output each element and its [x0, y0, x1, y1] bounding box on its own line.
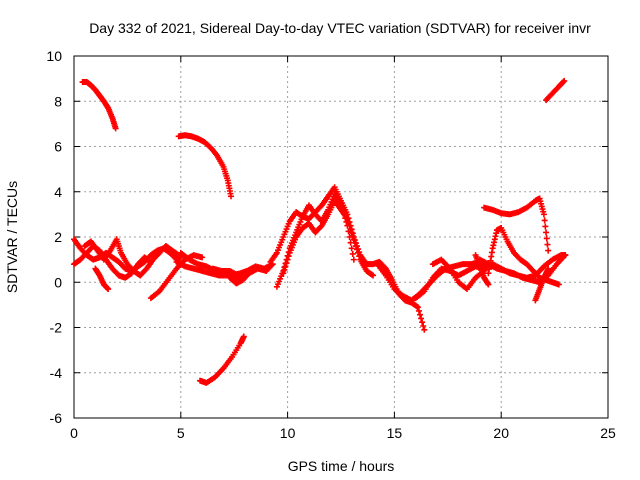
data-point	[541, 217, 548, 224]
data-point	[543, 235, 550, 242]
data-point	[355, 249, 362, 256]
data-point	[370, 272, 377, 279]
data-point	[284, 252, 291, 259]
x-tick-label: 20	[493, 425, 509, 441]
data-point	[347, 239, 354, 246]
x-tick-label: 10	[280, 425, 296, 441]
data-point	[340, 207, 347, 214]
x-tick-label: 5	[177, 425, 185, 441]
y-tick-label: 0	[54, 274, 62, 290]
x-tick-labels: 0 5 10 15 20 25	[70, 425, 616, 441]
data-point	[240, 333, 247, 340]
data-point	[344, 222, 351, 229]
y-tick-label: -6	[50, 410, 63, 426]
data-point	[342, 215, 349, 222]
data-point	[485, 281, 492, 288]
data-point	[199, 254, 206, 261]
data-point	[415, 307, 422, 314]
data-point	[227, 193, 234, 200]
data-point	[540, 211, 547, 218]
x-axis-label: GPS time / hours	[288, 458, 395, 474]
data-point	[105, 286, 112, 293]
series-arc-2	[175, 132, 234, 200]
data-point	[349, 232, 356, 239]
data-point	[555, 281, 562, 288]
data-point	[346, 234, 353, 240]
series-arc-23	[532, 265, 552, 304]
data-point	[418, 315, 425, 322]
series-arc-3	[197, 333, 247, 386]
y-tick-labels: -6 -4 -2 0 2 4 6 8 10	[46, 48, 62, 426]
y-tick-label: 8	[54, 93, 62, 109]
x-tick-label: 0	[70, 425, 78, 441]
data-point	[420, 322, 427, 329]
series-arc-16	[273, 191, 357, 290]
data-point	[317, 223, 324, 230]
series-arc-20	[481, 195, 552, 254]
series-arc-14	[267, 184, 428, 333]
data-point	[345, 228, 352, 235]
data-point	[543, 229, 550, 236]
data-point	[542, 223, 549, 230]
data-point	[350, 236, 357, 243]
data-point	[417, 311, 424, 318]
data-point	[354, 246, 361, 253]
grid-lines	[74, 56, 608, 418]
data-point	[285, 249, 292, 256]
data-point	[339, 203, 346, 210]
y-tick-label: 2	[54, 229, 62, 245]
data-point	[545, 247, 552, 254]
series-arc-24	[472, 252, 492, 288]
data-point	[343, 218, 350, 225]
x-tick-label: 25	[600, 425, 616, 441]
series-arc-4	[543, 77, 568, 104]
data-point	[338, 200, 344, 207]
data-point	[112, 125, 119, 132]
y-tick-label: -4	[50, 365, 63, 381]
x-tick-label: 15	[387, 425, 403, 441]
data-point	[283, 256, 290, 263]
data-point	[348, 245, 355, 252]
data-point	[544, 241, 551, 248]
data-point	[349, 250, 356, 257]
series-arc-1	[79, 79, 119, 132]
data-point	[282, 260, 289, 267]
y-tick-label: 4	[54, 184, 62, 200]
data-point	[352, 243, 359, 250]
data-point	[281, 264, 288, 271]
y-tick-label: -2	[50, 320, 63, 336]
data-point	[414, 304, 421, 311]
data-point	[280, 267, 287, 274]
y-tick-label: 6	[54, 139, 62, 155]
data-point	[545, 265, 552, 272]
data-point	[560, 78, 567, 85]
series-arc-7	[81, 236, 182, 279]
data-series	[71, 77, 569, 386]
series-arc-8	[92, 265, 112, 293]
data-point	[421, 326, 428, 333]
data-point	[341, 211, 348, 218]
data-point	[561, 77, 568, 84]
data-point	[356, 253, 363, 260]
data-point	[419, 319, 426, 326]
data-point	[350, 256, 357, 263]
chart-title: Day 332 of 2021, Sidereal Day-to-day VTE…	[89, 20, 591, 36]
y-axis-label: SDTVAR / TECUs	[4, 181, 20, 293]
data-point	[562, 252, 569, 259]
axis-ticks	[73, 55, 609, 419]
data-point	[348, 229, 355, 236]
series-arc-13	[226, 261, 276, 287]
y-tick-label: 10	[46, 48, 62, 64]
